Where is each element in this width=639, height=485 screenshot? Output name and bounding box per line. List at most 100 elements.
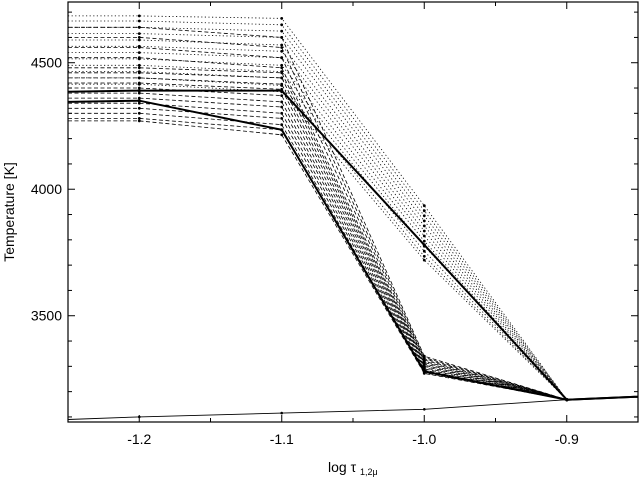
data-point <box>280 56 284 60</box>
series-line-3 <box>67 99 639 401</box>
data-point <box>280 133 284 137</box>
data-point <box>280 17 284 20</box>
data-point <box>280 49 284 53</box>
data-point <box>280 82 284 86</box>
y-axis-title: Temperature [K] <box>1 162 17 262</box>
data-point <box>137 56 141 60</box>
series-line-22 <box>68 97 567 401</box>
data-point <box>422 372 426 375</box>
data-point <box>422 234 426 238</box>
x-axis-title: log τ 1,2μ <box>328 459 378 477</box>
y-tick-label: 4500 <box>31 55 62 71</box>
y-tick-label: 4000 <box>31 181 62 197</box>
plot-frame <box>67 1 639 423</box>
series-line-21 <box>68 92 567 401</box>
series-line-8 <box>68 39 568 400</box>
data-point <box>422 214 426 218</box>
series-line-20 <box>68 87 567 401</box>
data-point <box>280 71 284 75</box>
x-tick-label: -1.1 <box>270 431 294 447</box>
series-line-25 <box>68 112 567 401</box>
data-point <box>137 71 141 75</box>
data-point <box>280 411 284 415</box>
series-line-5 <box>68 20 568 400</box>
series-line-7 <box>68 33 568 400</box>
data-point <box>422 239 426 243</box>
series-line-26 <box>68 118 567 401</box>
data-point <box>280 123 284 127</box>
data-point <box>137 32 141 35</box>
data-point <box>137 96 141 100</box>
x-axis-title-subscript: 1,2μ <box>360 467 378 477</box>
series-line-17 <box>68 72 567 401</box>
data-point <box>137 66 141 70</box>
series-line-9 <box>68 45 568 400</box>
series-line-28 <box>68 57 567 401</box>
data-point <box>280 94 284 97</box>
series-line-30 <box>68 37 567 401</box>
series-line-13 <box>68 71 568 400</box>
data-point <box>565 398 569 402</box>
data-point <box>280 76 284 80</box>
data-point <box>137 38 141 42</box>
series-line-23 <box>68 102 567 401</box>
series-line-14 <box>68 77 568 400</box>
series-line-31 <box>68 26 567 401</box>
data-point <box>137 117 141 120</box>
data-point <box>280 105 284 109</box>
series-line-15 <box>68 83 568 400</box>
data-point <box>137 119 141 123</box>
ticks-layer <box>67 2 639 422</box>
data-point <box>280 29 284 33</box>
data-point <box>137 81 141 85</box>
data-point <box>137 99 141 103</box>
data-point <box>137 76 141 80</box>
series-line-19 <box>68 82 567 401</box>
series-line-12 <box>68 64 568 400</box>
data-point <box>137 63 141 67</box>
data-point <box>137 36 141 39</box>
series-line-16 <box>68 67 567 401</box>
series-layer <box>67 14 639 420</box>
data-point <box>422 244 426 248</box>
data-point <box>137 86 141 90</box>
data-point <box>422 229 426 233</box>
x-tick-label: -0.9 <box>555 431 579 447</box>
data-point <box>137 89 141 93</box>
series-line-1 <box>67 396 639 420</box>
data-point <box>137 101 141 105</box>
series-line-10 <box>68 52 568 400</box>
data-point <box>280 66 284 70</box>
data-point <box>423 408 426 411</box>
data-point <box>280 63 284 67</box>
data-point <box>280 87 284 91</box>
series-line-11 <box>68 58 568 400</box>
data-point <box>137 19 141 23</box>
series-line-18 <box>68 77 567 401</box>
series-line-29 <box>68 47 567 401</box>
x-tick-label: -1.0 <box>412 431 436 447</box>
series-line-24 <box>68 107 567 401</box>
y-tick-label: 3500 <box>31 308 62 324</box>
series-line-4 <box>68 15 568 400</box>
data-point <box>422 209 426 213</box>
data-point <box>280 111 284 115</box>
data-point <box>422 354 426 358</box>
data-point <box>422 224 426 228</box>
data-point <box>280 128 284 132</box>
data-point <box>137 46 141 49</box>
data-point <box>422 249 426 253</box>
data-point <box>280 100 284 104</box>
x-axis-title-main: log τ <box>328 459 357 475</box>
series-line-27 <box>68 120 567 401</box>
data-point <box>280 117 284 120</box>
data-point <box>422 258 426 262</box>
x-tick-label: -1.2 <box>127 431 151 447</box>
data-point <box>280 23 284 27</box>
data-point <box>137 14 141 18</box>
data-point <box>422 254 426 258</box>
data-point <box>422 219 426 223</box>
data-point <box>137 91 141 95</box>
data-point <box>137 106 141 110</box>
